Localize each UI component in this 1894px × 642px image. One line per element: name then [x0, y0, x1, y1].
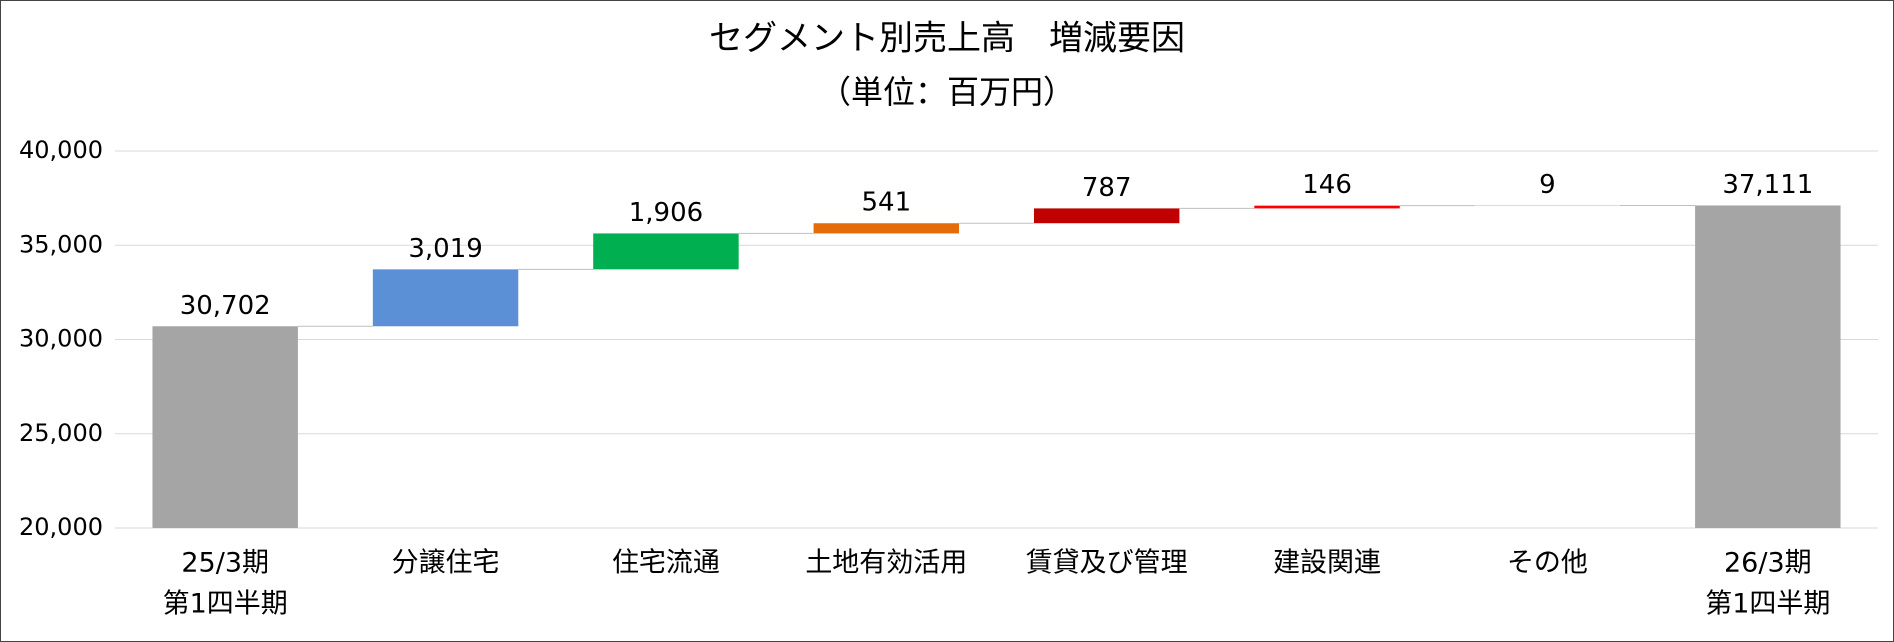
x-tick-label: 住宅流通 — [612, 548, 720, 579]
data-label: 30,702 — [180, 291, 271, 321]
x-tick-label: 建設関連 — [1273, 548, 1381, 579]
bar — [1474, 205, 1621, 206]
data-label: 37,111 — [1722, 170, 1813, 200]
chart-title: セグメント別売上高 増減要因 — [709, 19, 1185, 59]
data-label: 146 — [1302, 170, 1352, 200]
bar — [1695, 205, 1841, 529]
x-tick-label: 第1四半期 — [1705, 589, 1830, 620]
data-label: 1,906 — [629, 198, 703, 228]
y-tick-label: 35,000 — [19, 230, 103, 258]
bar — [1033, 208, 1180, 224]
data-label: 787 — [1082, 173, 1132, 203]
x-tick-label: 分譲住宅 — [392, 548, 500, 579]
bar — [1254, 205, 1400, 209]
x-tick-label: 土地有効活用 — [805, 548, 967, 579]
x-tick-label: その他 — [1507, 548, 1588, 579]
y-tick-label: 30,000 — [19, 325, 103, 353]
bar — [813, 223, 960, 234]
y-tick-label: 25,000 — [19, 419, 103, 447]
data-label: 541 — [861, 188, 911, 218]
chart-subtitle: （単位：百万円） — [819, 73, 1075, 111]
y-tick-label: 40,000 — [19, 136, 103, 164]
x-tick-label: 賃貸及び管理 — [1026, 548, 1188, 579]
bar — [152, 326, 298, 528]
x-tick-label: 第1四半期 — [163, 589, 288, 620]
data-label: 9 — [1539, 170, 1556, 200]
x-tick-label: 26/3期 — [1724, 548, 1812, 579]
bar — [593, 233, 739, 270]
bar — [372, 269, 519, 327]
x-tick-label: 25/3期 — [181, 548, 269, 579]
data-label: 3,019 — [408, 234, 482, 264]
y-tick-label: 20,000 — [19, 513, 103, 541]
